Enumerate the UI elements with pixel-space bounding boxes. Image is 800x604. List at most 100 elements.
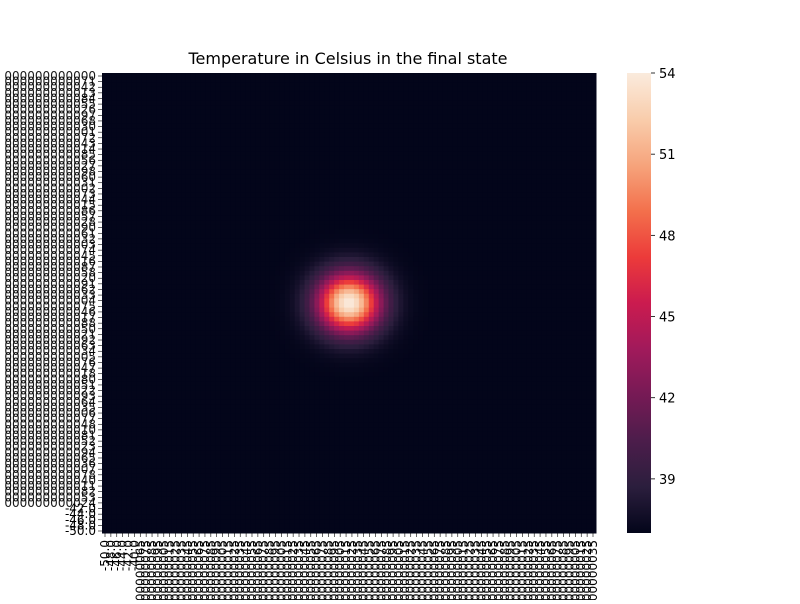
heatmap-cell bbox=[319, 224, 325, 230]
heatmap-cell bbox=[220, 146, 226, 152]
heatmap-cell bbox=[581, 165, 587, 171]
heatmap-cell bbox=[235, 192, 241, 198]
heatmap-cell bbox=[131, 252, 138, 258]
heatmap-cell bbox=[373, 247, 380, 253]
heatmap-cell bbox=[576, 215, 582, 221]
heatmap-cell bbox=[428, 280, 434, 286]
heatmap-cell bbox=[353, 146, 360, 152]
heatmap-cell bbox=[121, 220, 128, 226]
heatmap-cell bbox=[304, 234, 310, 240]
heatmap-cell bbox=[423, 192, 429, 198]
heatmap-cell bbox=[556, 197, 562, 203]
heatmap-cell bbox=[408, 82, 414, 88]
heatmap-cell bbox=[576, 229, 582, 235]
heatmap-cell bbox=[408, 178, 414, 184]
heatmap-cell bbox=[526, 165, 533, 171]
heatmap-cell bbox=[408, 234, 414, 240]
heatmap-cell bbox=[151, 77, 157, 83]
heatmap-cell bbox=[586, 146, 592, 152]
heatmap-cell bbox=[279, 243, 286, 249]
heatmap-cell bbox=[166, 206, 172, 212]
heatmap-cell bbox=[591, 142, 597, 148]
heatmap-cell bbox=[586, 82, 592, 88]
heatmap-cell bbox=[393, 91, 399, 97]
heatmap-cell bbox=[279, 261, 286, 267]
heatmap-cell bbox=[442, 261, 449, 267]
heatmap-cell bbox=[482, 275, 488, 281]
heatmap-cell bbox=[156, 289, 162, 295]
heatmap-cell bbox=[497, 247, 503, 253]
heatmap-cell bbox=[200, 243, 207, 249]
heatmap-cell bbox=[586, 229, 592, 235]
heatmap-cell bbox=[428, 293, 434, 299]
heatmap-cell bbox=[245, 243, 251, 249]
heatmap-cell bbox=[304, 243, 310, 249]
heatmap-cell bbox=[423, 275, 429, 281]
heatmap-cell bbox=[447, 119, 454, 125]
heatmap-cell bbox=[190, 252, 197, 258]
heatmap-cell bbox=[240, 224, 246, 230]
heatmap-cell bbox=[230, 114, 236, 120]
heatmap-cell bbox=[294, 188, 301, 194]
heatmap-cell bbox=[368, 284, 375, 290]
heatmap-cell bbox=[502, 165, 508, 171]
heatmap-cell bbox=[521, 197, 528, 203]
heatmap-cell bbox=[265, 257, 271, 263]
heatmap-cell bbox=[141, 165, 147, 171]
heatmap-cell bbox=[373, 73, 380, 79]
heatmap-cell bbox=[388, 220, 394, 226]
heatmap-cell bbox=[383, 215, 390, 221]
heatmap-cell bbox=[269, 188, 276, 194]
heatmap-cell bbox=[591, 128, 597, 134]
heatmap-cell bbox=[141, 201, 147, 207]
heatmap-cell bbox=[279, 266, 286, 272]
heatmap-cell bbox=[314, 174, 320, 180]
heatmap-cell bbox=[437, 123, 444, 129]
heatmap-cell bbox=[358, 298, 365, 304]
heatmap-cell bbox=[126, 91, 133, 97]
heatmap-cell bbox=[215, 169, 222, 175]
heatmap-cell bbox=[452, 137, 459, 143]
heatmap-cell bbox=[349, 275, 355, 281]
heatmap-cell bbox=[121, 224, 128, 230]
heatmap-cell bbox=[230, 73, 236, 79]
heatmap-cell bbox=[398, 284, 404, 290]
heatmap-cell bbox=[571, 82, 577, 88]
heatmap-cell bbox=[521, 270, 528, 276]
heatmap-cell bbox=[561, 261, 567, 267]
heatmap-cell bbox=[250, 105, 256, 111]
heatmap-cell bbox=[126, 289, 133, 295]
heatmap-cell bbox=[136, 220, 143, 226]
heatmap-cell bbox=[556, 298, 562, 304]
heatmap-cell bbox=[146, 197, 152, 203]
heatmap-cell bbox=[482, 174, 488, 180]
heatmap-cell bbox=[269, 192, 276, 198]
heatmap-cell bbox=[176, 293, 182, 299]
heatmap-cell bbox=[190, 142, 197, 148]
heatmap-cell bbox=[383, 160, 390, 166]
heatmap-cell bbox=[368, 96, 375, 102]
heatmap-cell bbox=[512, 137, 518, 143]
heatmap-cell bbox=[363, 91, 370, 97]
heatmap-cell bbox=[111, 238, 118, 244]
heatmap-cell bbox=[452, 174, 459, 180]
heatmap-cell bbox=[200, 289, 207, 295]
heatmap-cell bbox=[106, 91, 113, 97]
heatmap-cell bbox=[591, 155, 597, 161]
heatmap-cell bbox=[220, 234, 226, 240]
heatmap-cell bbox=[368, 165, 375, 171]
heatmap-cell bbox=[566, 86, 572, 92]
heatmap-cell bbox=[536, 234, 543, 240]
heatmap-cell bbox=[462, 169, 469, 175]
heatmap-cell bbox=[487, 128, 493, 134]
heatmap-cell bbox=[220, 174, 226, 180]
heatmap-cell bbox=[126, 220, 133, 226]
heatmap-cell bbox=[136, 192, 143, 198]
heatmap-cell bbox=[240, 192, 246, 198]
heatmap-cell bbox=[576, 137, 582, 143]
heatmap-cell bbox=[586, 192, 592, 198]
heatmap-cell bbox=[344, 77, 350, 83]
heatmap-cell bbox=[526, 160, 533, 166]
heatmap-cell bbox=[106, 119, 113, 125]
